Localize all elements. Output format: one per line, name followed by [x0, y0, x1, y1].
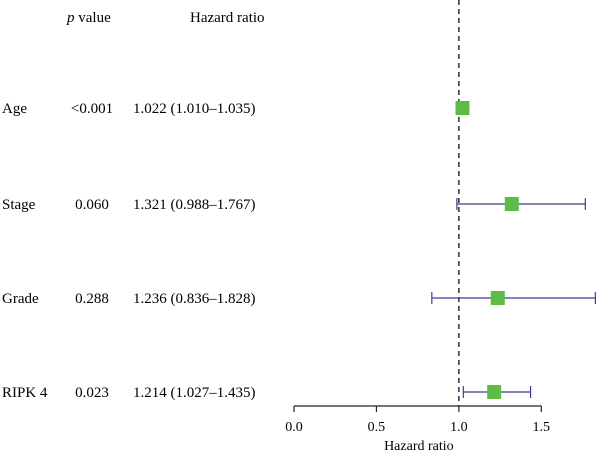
- hr-point: [504, 197, 519, 211]
- row-p-value: 0.023: [75, 385, 109, 401]
- row-hr-text: 1.022 (1.010–1.035): [133, 101, 256, 117]
- hr-point: [455, 101, 470, 115]
- forest-row: RIPK 4 0.023 1.214 (1.027–1.435): [2, 385, 532, 401]
- row-label: Grade: [2, 291, 39, 307]
- hazard-ratio-header: Hazard ratio: [190, 10, 265, 26]
- x-axis-label: Hazard ratio: [384, 439, 454, 454]
- column-headers: p value Hazard ratio: [66, 10, 265, 26]
- p-header-suffix: value: [75, 10, 112, 26]
- x-axis: 0.0 0.5 1.0 1.5: [285, 405, 551, 435]
- x-tick-label: 0.0: [285, 420, 303, 435]
- x-tick-label: 1.0: [450, 420, 468, 435]
- row-p-value: 0.060: [75, 197, 109, 213]
- p-header-italic: p: [66, 10, 75, 26]
- row-p-value: <0.001: [71, 101, 113, 117]
- p-value-header: p value: [66, 10, 111, 26]
- forest-row: Age <0.001 1.022 (1.010–1.035): [2, 101, 470, 117]
- row-hr-text: 1.321 (0.988–1.767): [133, 197, 256, 213]
- row-label: Age: [2, 101, 27, 117]
- forest-row: Stage 0.060 1.321 (0.988–1.767): [2, 197, 586, 213]
- row-hr-text: 1.214 (1.027–1.435): [133, 385, 256, 401]
- row-label: RIPK 4: [2, 385, 48, 401]
- row-label: Stage: [2, 197, 36, 213]
- hr-point: [490, 291, 505, 305]
- x-tick-label: 1.5: [533, 420, 551, 435]
- forest-row: Grade 0.288 1.236 (0.836–1.828): [2, 291, 596, 307]
- x-tick-label: 0.5: [368, 420, 386, 435]
- row-hr-text: 1.236 (0.836–1.828): [133, 291, 256, 307]
- row-p-value: 0.288: [75, 291, 109, 307]
- hr-point: [487, 385, 502, 399]
- forest-rows: Age <0.001 1.022 (1.010–1.035) Stage 0.060 1.…: [2, 101, 596, 401]
